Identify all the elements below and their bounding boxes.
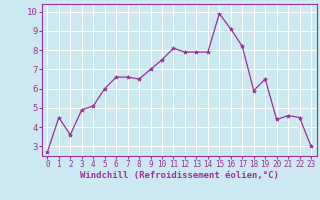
X-axis label: Windchill (Refroidissement éolien,°C): Windchill (Refroidissement éolien,°C)	[80, 171, 279, 180]
